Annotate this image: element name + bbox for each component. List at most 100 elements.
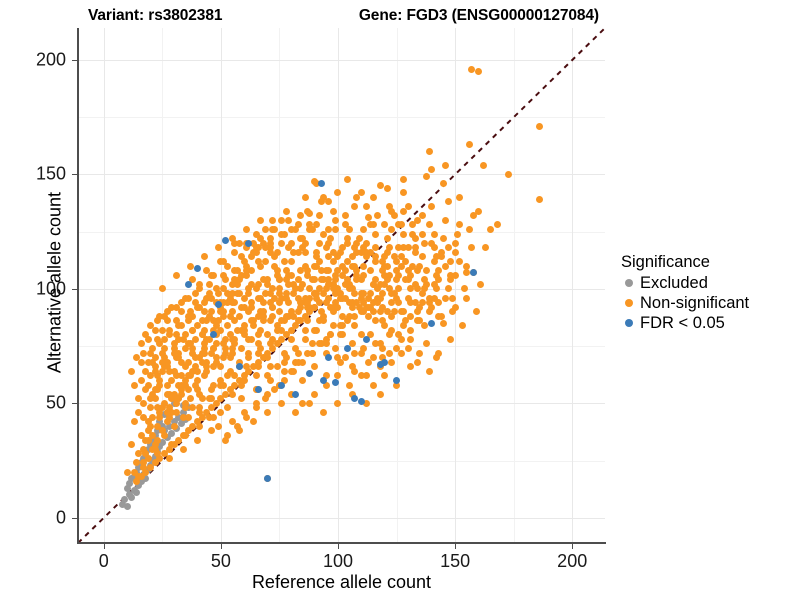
- data-point: [243, 271, 251, 279]
- data-point: [184, 280, 192, 288]
- data-point: [402, 317, 410, 325]
- data-point: [346, 280, 354, 288]
- data-point: [280, 257, 288, 265]
- data-point: [140, 413, 148, 421]
- data-point: [219, 299, 227, 307]
- data-point: [170, 349, 178, 357]
- data-point: [360, 344, 368, 352]
- data-point: [355, 303, 363, 311]
- data-point: [273, 326, 281, 334]
- data-point: [156, 340, 164, 348]
- data-point: [266, 317, 274, 325]
- data-point: [172, 303, 180, 311]
- data-point: [432, 271, 440, 279]
- data-point: [158, 358, 166, 366]
- data-point: [168, 395, 176, 403]
- data-point: [378, 257, 386, 265]
- data-point: [371, 340, 379, 348]
- data-point: [393, 294, 401, 302]
- data-point: [212, 340, 220, 348]
- data-point: [142, 468, 150, 476]
- data-point: [151, 363, 159, 371]
- data-point: [184, 427, 192, 435]
- data-point: [390, 253, 398, 261]
- data-point: [287, 335, 295, 343]
- data-point: [439, 180, 447, 188]
- data-point: [158, 367, 166, 375]
- data-point: [280, 376, 288, 384]
- data-point: [367, 248, 375, 256]
- data-point: [196, 404, 204, 412]
- data-point: [217, 395, 225, 403]
- data-point: [149, 431, 157, 439]
- data-point: [219, 257, 227, 265]
- data-point: [154, 335, 162, 343]
- data-point: [196, 280, 204, 288]
- y-tick-label: 0: [55, 507, 66, 528]
- data-point: [397, 221, 405, 229]
- data-point: [357, 331, 365, 339]
- data-point: [282, 276, 290, 284]
- data-point: [280, 367, 288, 375]
- data-point: [395, 299, 403, 307]
- data-point: [257, 326, 265, 334]
- data-point: [137, 358, 145, 366]
- data-point: [381, 221, 389, 229]
- data-point: [294, 294, 302, 302]
- data-point: [200, 299, 208, 307]
- data-point: [186, 308, 194, 316]
- data-point: [245, 367, 253, 375]
- data-point: [149, 390, 157, 398]
- data-point: [133, 354, 141, 362]
- data-point: [128, 367, 136, 375]
- data-point: [175, 436, 183, 444]
- data-point: [339, 312, 347, 320]
- legend-dot-icon: [625, 279, 633, 287]
- data-point: [397, 262, 405, 270]
- data-point: [172, 372, 180, 380]
- data-point: [229, 349, 237, 357]
- data-point: [357, 248, 365, 256]
- data-point: [208, 294, 215, 302]
- data-point: [357, 189, 365, 197]
- data-point: [325, 253, 333, 261]
- data-point: [320, 193, 328, 201]
- data-point: [364, 358, 372, 366]
- data-point: [259, 299, 267, 307]
- data-point: [212, 399, 220, 407]
- data-point: [156, 409, 164, 417]
- data-point: [203, 294, 211, 302]
- data-point: [140, 445, 148, 453]
- data-point: [430, 257, 438, 265]
- data-point: [222, 335, 230, 343]
- data-point: [191, 381, 199, 389]
- data-point: [294, 221, 302, 229]
- data-point: [158, 285, 166, 293]
- data-point: [266, 290, 274, 297]
- data-point: [231, 335, 239, 343]
- data-point: [179, 409, 187, 417]
- data-point: [364, 312, 372, 320]
- data-point: [208, 386, 215, 394]
- data-point: [437, 248, 445, 256]
- data-point: [425, 299, 433, 307]
- data-point: [301, 239, 309, 247]
- data-point: [257, 344, 265, 352]
- data-point: [259, 308, 267, 316]
- data-point: [334, 267, 342, 275]
- data-point: [233, 326, 241, 334]
- data-point: [170, 340, 178, 348]
- data-point: [200, 344, 208, 352]
- data-point: [439, 319, 447, 327]
- data-point: [257, 235, 265, 243]
- data-point: [407, 299, 415, 307]
- data-point: [393, 267, 401, 275]
- data-point: [266, 376, 274, 384]
- data-point: [334, 189, 342, 197]
- data-point: [208, 271, 215, 279]
- legend: Significance Excluded Non-significant FDR …: [621, 253, 796, 333]
- data-point: [219, 354, 227, 362]
- data-point: [261, 257, 269, 265]
- data-point: [432, 285, 440, 293]
- y-tick-label: 200: [35, 49, 66, 70]
